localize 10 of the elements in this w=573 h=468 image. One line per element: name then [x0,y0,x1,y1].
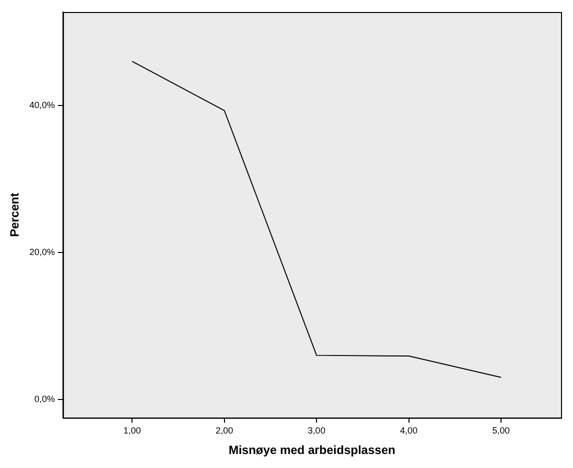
x-tick-label: 2,00 [216,426,234,436]
y-tick-label: 20,0% [29,246,55,257]
y-axis-title: Percent [8,192,22,237]
y-tick-label: 0,0% [34,394,55,404]
x-axis-title: Misnøye med arbeidsplassen [228,443,396,458]
x-tick-label: 1,00 [123,426,141,436]
x-tick-label: 5,00 [492,426,510,436]
x-tick-label: 4,00 [400,426,418,436]
y-tick-label: 40,0% [29,100,55,110]
x-tick-label: 3,00 [308,426,326,436]
